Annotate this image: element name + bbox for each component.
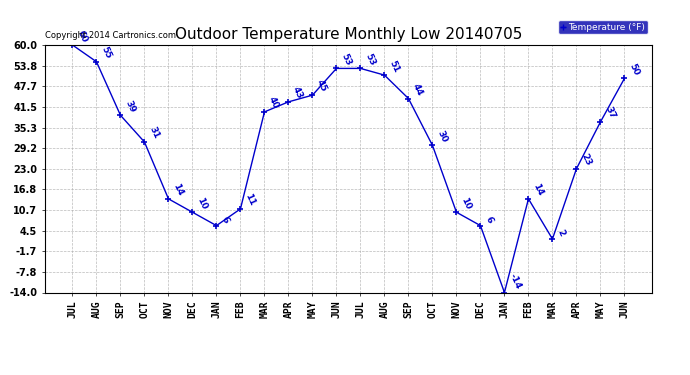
Text: 6: 6 xyxy=(483,215,494,224)
Text: 10: 10 xyxy=(460,196,473,211)
Text: -14: -14 xyxy=(507,273,522,291)
Text: 43: 43 xyxy=(291,85,305,100)
Text: 53: 53 xyxy=(363,52,377,67)
Text: 39: 39 xyxy=(124,99,137,114)
Text: 45: 45 xyxy=(315,78,328,94)
Text: Copyright 2014 Cartronics.com: Copyright 2014 Cartronics.com xyxy=(45,31,176,40)
Title: Outdoor Temperature Monthly Low 20140705: Outdoor Temperature Monthly Low 20140705 xyxy=(175,27,522,42)
Text: 10: 10 xyxy=(195,196,208,211)
Text: 37: 37 xyxy=(603,105,617,120)
Text: 6: 6 xyxy=(219,215,230,224)
Text: 30: 30 xyxy=(435,129,448,144)
Text: 50: 50 xyxy=(627,62,640,77)
Text: 14: 14 xyxy=(531,182,544,198)
Text: 11: 11 xyxy=(244,192,257,207)
Text: 2: 2 xyxy=(555,228,566,238)
Text: 40: 40 xyxy=(267,95,281,111)
Text: 51: 51 xyxy=(387,58,401,74)
Legend: Temperature (°F): Temperature (°F) xyxy=(558,20,647,34)
Text: 44: 44 xyxy=(411,82,425,97)
Text: 31: 31 xyxy=(147,126,161,141)
Text: 14: 14 xyxy=(171,182,185,198)
Text: 23: 23 xyxy=(579,152,593,167)
Text: 53: 53 xyxy=(339,52,353,67)
Text: 55: 55 xyxy=(99,45,112,60)
Text: 60: 60 xyxy=(75,28,88,44)
